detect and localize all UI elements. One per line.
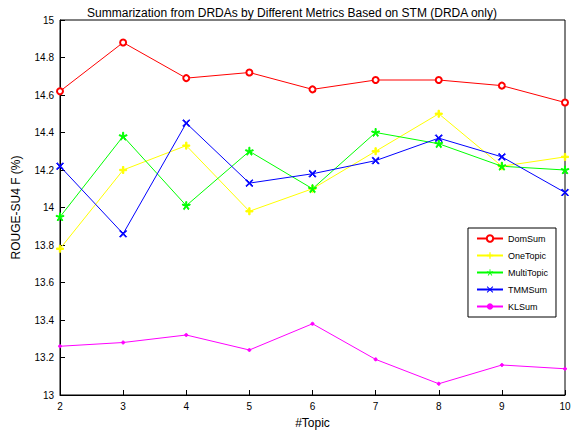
svg-text:14.2: 14.2 [35,165,55,176]
svg-text:TMMSum: TMMSum [508,285,547,295]
svg-text:7: 7 [373,401,379,412]
svg-text:MultiTopic: MultiTopic [508,268,549,278]
svg-text:#Topic: #Topic [295,416,330,430]
svg-text:6: 6 [310,401,316,412]
svg-text:14.4: 14.4 [35,127,55,138]
svg-text:8: 8 [436,401,442,412]
svg-text:13.6: 13.6 [35,277,55,288]
svg-text:OneTopic: OneTopic [508,251,547,261]
svg-text:13.4: 13.4 [35,315,55,326]
svg-text:Summarization from DRDAs by Di: Summarization from DRDAs by Different Me… [87,6,497,20]
svg-text:14.6: 14.6 [35,90,55,101]
svg-text:5: 5 [247,401,253,412]
svg-text:2: 2 [57,401,63,412]
svg-text:KLSum: KLSum [508,302,538,312]
svg-text:4: 4 [183,401,189,412]
svg-text:10: 10 [559,401,571,412]
svg-text:14.8: 14.8 [35,52,55,63]
svg-text:9: 9 [499,401,505,412]
svg-text:3: 3 [120,401,126,412]
svg-text:13.2: 13.2 [35,352,55,363]
svg-text:13: 13 [43,390,55,401]
svg-text:15: 15 [43,15,55,26]
svg-text:DomSum: DomSum [508,234,546,244]
svg-text:13.8: 13.8 [35,240,55,251]
svg-text:14: 14 [43,202,55,213]
svg-text:ROUGE-SU4 F (%): ROUGE-SU4 F (%) [9,155,23,259]
